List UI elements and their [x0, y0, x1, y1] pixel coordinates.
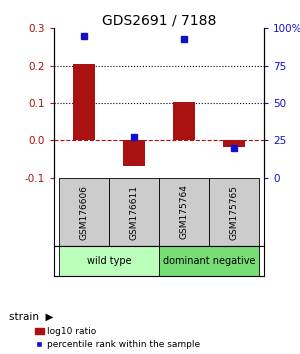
Text: GSM176611: GSM176611	[130, 184, 139, 240]
Bar	[59, 246, 159, 276]
Text: wild type: wild type	[87, 256, 131, 266]
Bar	[59, 178, 109, 246]
Bar	[109, 178, 159, 246]
Bar	[173, 102, 195, 141]
Bar	[73, 64, 95, 141]
Text: GSM175765: GSM175765	[230, 184, 238, 240]
Text: strain  ▶: strain ▶	[9, 312, 53, 322]
Bar	[209, 178, 259, 246]
Text: GSM175764: GSM175764	[179, 184, 188, 239]
Text: GSM176606: GSM176606	[80, 184, 88, 240]
Bar	[123, 141, 145, 166]
Bar	[159, 246, 259, 276]
Bar	[159, 178, 209, 246]
Bar	[223, 141, 245, 147]
Legend: log10 ratio, percentile rank within the sample: log10 ratio, percentile rank within the …	[34, 327, 200, 349]
Title: GDS2691 / 7188: GDS2691 / 7188	[102, 13, 216, 27]
Text: dominant negative: dominant negative	[163, 256, 255, 266]
